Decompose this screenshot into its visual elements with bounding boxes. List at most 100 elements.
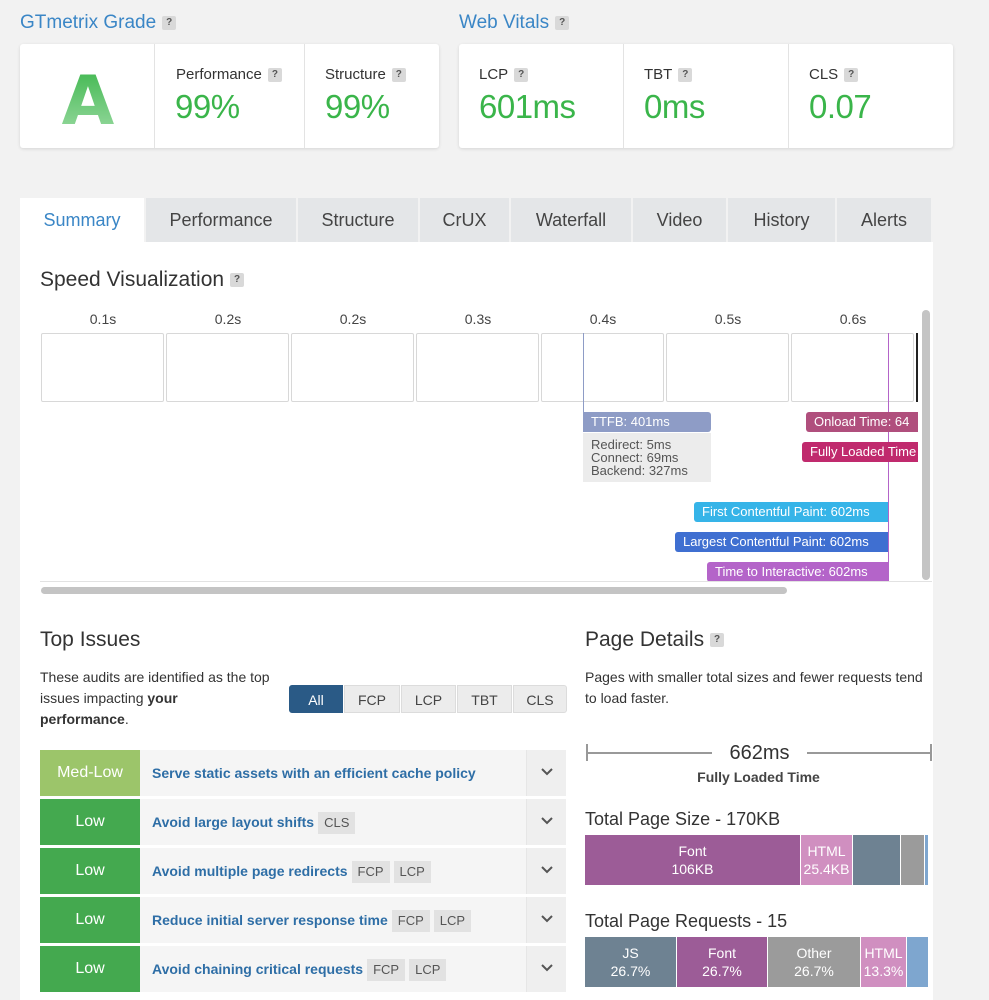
fully-loaded-value: 662ms [729, 742, 790, 764]
chevron-down-icon [541, 964, 553, 972]
help-icon[interactable]: ? [391, 68, 406, 83]
performance-value: 99% [175, 88, 240, 125]
ttfb-breakdown: Redirect: 5ms Connect: 69ms Backend: 327… [583, 433, 711, 482]
tab-performance[interactable]: Performance [146, 198, 297, 242]
help-icon[interactable]: ? [710, 633, 725, 648]
page-details-description: Pages with smaller total sizes and fewer… [585, 669, 923, 706]
expand-button[interactable] [526, 799, 566, 845]
redirect-time: Redirect: 5ms [591, 437, 672, 452]
request-segment-font[interactable]: Font 26.7% [676, 937, 767, 987]
tab-structure[interactable]: Structure [298, 198, 419, 242]
filter-cls-button[interactable]: CLS [513, 685, 567, 713]
page-size-bar: Font 106KB HTML 25.4KB [585, 835, 928, 885]
issue-row[interactable]: Low Reduce initial server response time F… [40, 897, 566, 943]
request-segment-js[interactable]: JS 26.7% [585, 937, 676, 987]
help-icon[interactable]: ? [678, 68, 693, 83]
issue-row[interactable]: Med-Low Serve static assets with an effi… [40, 750, 566, 796]
metric-tag: LCP [393, 861, 431, 884]
expand-button[interactable] [526, 848, 566, 894]
issue-title[interactable]: Avoid multiple page redirects FCP LCP [152, 848, 431, 894]
filmstrip-frame[interactable] [541, 333, 664, 402]
svg-text:A: A [62, 62, 115, 138]
tab-alerts[interactable]: Alerts [837, 198, 932, 242]
size-segment-image[interactable] [924, 835, 928, 885]
speed-visualization-title: Speed Visualization? [40, 268, 245, 292]
filter-fcp-button[interactable]: FCP [344, 685, 400, 713]
tab-video[interactable]: Video [633, 198, 727, 242]
size-segment-js[interactable] [852, 835, 900, 885]
help-icon[interactable]: ? [514, 68, 529, 83]
metric-tag: FCP [367, 959, 406, 982]
onload-time-tag: Onload Time: 64 [806, 412, 918, 432]
lcp-value: 601ms [479, 88, 576, 125]
filmstrip-frame[interactable] [291, 333, 414, 402]
issue-row[interactable]: Low Avoid multiple page redirects FCP LCP [40, 848, 566, 894]
filmstrip-frame-edge [916, 333, 918, 402]
tab-waterfall[interactable]: Waterfall [511, 198, 632, 242]
connect-time: Connect: 69ms [591, 450, 679, 465]
filmstrip-frame[interactable] [791, 333, 914, 402]
help-icon[interactable]: ? [555, 15, 570, 30]
help-icon[interactable]: ? [230, 273, 245, 288]
gtmetrix-grade-title: GTmetrix Grade? [20, 12, 177, 34]
metric-tag: CLS [318, 812, 356, 835]
ruler-line-right [807, 752, 930, 754]
time-to-interactive-tag: Time to Interactive: 602ms [707, 562, 888, 582]
help-icon[interactable]: ? [267, 68, 282, 83]
expand-button[interactable] [526, 750, 566, 796]
request-segment-image[interactable] [906, 937, 928, 987]
issue-title[interactable]: Avoid large layout shifts CLS [152, 799, 356, 845]
issue-title[interactable]: Reduce initial server response time FCP LC… [152, 897, 472, 943]
grade-card: A Performance? 99% Structure? 99% [20, 44, 439, 148]
timeline-tick: 0.4s [589, 311, 617, 327]
issue-row[interactable]: Low Avoid chaining critical requests FCP L… [40, 946, 566, 992]
cls-value: 0.07 [809, 88, 872, 125]
timeline-tick: 0.2s [214, 311, 242, 327]
help-icon[interactable]: ? [844, 68, 859, 83]
size-segment-html[interactable]: HTML 25.4KB [800, 835, 852, 885]
size-segment-font[interactable]: Font 106KB [585, 835, 800, 885]
fully-loaded-label: Fully Loaded Time [697, 769, 820, 785]
size-segment-other[interactable] [900, 835, 924, 885]
timeline-tick: 0.6s [839, 311, 867, 327]
top-issues-title: Top Issues [40, 628, 141, 651]
metric-tag: FCP [351, 861, 390, 884]
help-icon[interactable]: ? [162, 15, 177, 30]
issue-title[interactable]: Avoid chaining critical requests FCP LCP [152, 946, 447, 992]
timeline-tick: 0.1s [89, 311, 117, 327]
web-vitals-title: Web Vitals? [459, 12, 570, 34]
issue-title[interactable]: Serve static assets with an efficient ca… [152, 765, 476, 781]
largest-contentful-paint-tag: Largest Contentful Paint: 602ms [675, 532, 888, 552]
request-segment-html[interactable]: HTML 13.3% [860, 937, 906, 987]
timeline-tick: 0.3s [464, 311, 492, 327]
tab-summary[interactable]: Summary [20, 198, 145, 242]
filter-lcp-button[interactable]: LCP [401, 685, 456, 713]
horizontal-scrollbar[interactable] [41, 587, 787, 594]
tab-crux[interactable]: CrUX [420, 198, 510, 242]
performance-label: Performance? [176, 66, 282, 83]
severity-badge: Low [40, 848, 140, 894]
vertical-scrollbar[interactable] [922, 310, 930, 580]
filmstrip-frame[interactable] [666, 333, 789, 402]
filmstrip-frame[interactable] [41, 333, 164, 402]
total-page-requests-title: Total Page Requests - 15 [585, 911, 788, 931]
request-segment-other[interactable]: Other 26.7% [767, 937, 860, 987]
filter-all-button[interactable]: All [289, 685, 343, 713]
timeline-bottom-border [40, 581, 932, 582]
backend-time: Backend: 327ms [591, 463, 688, 478]
expand-button[interactable] [526, 946, 566, 992]
cls-label: CLS? [809, 66, 859, 83]
structure-value: 99% [325, 88, 390, 125]
issue-row[interactable]: Low Avoid large layout shifts CLS [40, 799, 566, 845]
lcp-label: LCP? [479, 66, 529, 83]
filmstrip-frame[interactable] [166, 333, 289, 402]
ttfb-marker-line [583, 333, 584, 413]
filter-tbt-button[interactable]: TBT [457, 685, 512, 713]
web-vitals-card: LCP? 601ms TBT? 0ms CLS? 0.07 [459, 44, 953, 148]
metric-tag: FCP [391, 910, 430, 933]
ruler-right-cap [930, 744, 932, 761]
filmstrip-frame[interactable] [416, 333, 539, 402]
chevron-down-icon [541, 866, 553, 874]
tab-history[interactable]: History [728, 198, 836, 242]
expand-button[interactable] [526, 897, 566, 943]
